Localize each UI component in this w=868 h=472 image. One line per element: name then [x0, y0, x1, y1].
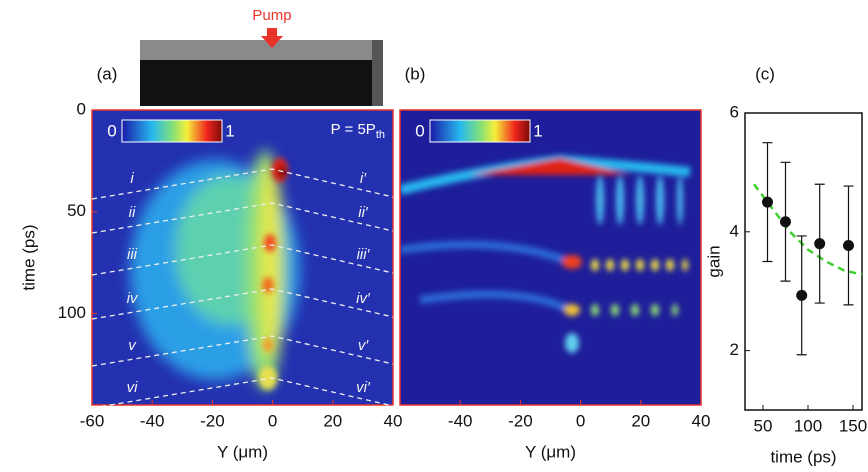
y-tick-label: 2: [730, 340, 739, 359]
line-label: i: [130, 170, 134, 187]
dashed-guide: [91, 244, 394, 276]
panel-label: (b): [405, 64, 426, 83]
line-label: iv′: [356, 290, 371, 307]
dashed-guide: [91, 377, 394, 409]
y-tick-label: 6: [730, 102, 739, 121]
y-axis-label: gain: [704, 245, 723, 277]
plot-frame: [744, 112, 863, 411]
line-label: v′: [358, 337, 370, 354]
annotation-text: P = 5P: [331, 121, 376, 138]
line-label: v: [128, 337, 137, 354]
line-label: iii: [127, 246, 138, 263]
data-point: [796, 289, 808, 301]
x-tick-label: 50: [754, 416, 773, 435]
x-axis-label: time (ps): [770, 447, 836, 466]
data-point: [814, 238, 826, 250]
x-tick-label: 0: [576, 411, 585, 430]
heatmap-a: [92, 110, 393, 405]
x-tick-label: -40: [448, 411, 473, 430]
dashed-guide: [91, 168, 394, 200]
pump-arrow: [261, 28, 283, 48]
y-axis-label: time (ps): [19, 224, 38, 290]
annotation-sub: th: [376, 129, 385, 141]
sem-edge: [372, 40, 383, 106]
annotation: P = 5Pth: [331, 121, 385, 141]
x-tick-label: 40: [692, 411, 711, 430]
data-point: [843, 239, 854, 251]
plot-frame: [399, 109, 702, 406]
x-tick-label: 20: [323, 411, 342, 430]
line-label: iii′: [357, 246, 371, 263]
dashed-guide: [91, 202, 394, 234]
data-point: [762, 196, 773, 208]
colorbar-tick-label: 1: [533, 121, 542, 140]
x-tick-label: -40: [140, 411, 165, 430]
panel-label: (a): [97, 64, 118, 83]
sem-top: [140, 40, 383, 60]
fit-line: [753, 183, 863, 276]
y-tick-label: 0: [77, 99, 86, 118]
x-axis-label: Y (μm): [217, 442, 268, 461]
y-tick-label: 50: [67, 201, 86, 220]
x-axis-label: Y (μm): [525, 442, 576, 461]
dashed-guide: [91, 288, 394, 320]
colorbar-tick-label: 0: [415, 121, 424, 140]
line-label: iv: [127, 290, 139, 307]
x-tick-label: 40: [384, 411, 403, 430]
colorbar-tick-label: 1: [225, 121, 234, 140]
colorbar: [121, 119, 223, 143]
x-tick-label: -20: [200, 411, 225, 430]
line-label: ii: [129, 204, 136, 221]
fringes: [591, 175, 688, 316]
pump-label: Pump: [252, 7, 291, 24]
x-tick-label: 0: [268, 411, 277, 430]
x-tick-label: 100: [794, 416, 822, 435]
x-tick-label: -20: [508, 411, 533, 430]
line-label: ii′: [358, 204, 369, 221]
dashed-guide: [91, 335, 394, 367]
line-label: i′: [360, 170, 367, 187]
y-tick-label: 100: [58, 303, 86, 322]
heatmap-b: [400, 110, 701, 405]
colorbar-tick-label: 0: [107, 121, 116, 140]
plot-frame: [91, 109, 394, 406]
line-label: vi: [127, 379, 139, 396]
colorbar: [429, 119, 531, 143]
x-tick-label: 150: [839, 416, 867, 435]
line-label: vi′: [356, 379, 371, 396]
y-tick-label: 4: [730, 221, 739, 240]
data-point: [780, 216, 791, 228]
x-tick-label: 20: [631, 411, 650, 430]
x-tick-label: -60: [80, 411, 105, 430]
panel-label: (c): [755, 64, 775, 83]
